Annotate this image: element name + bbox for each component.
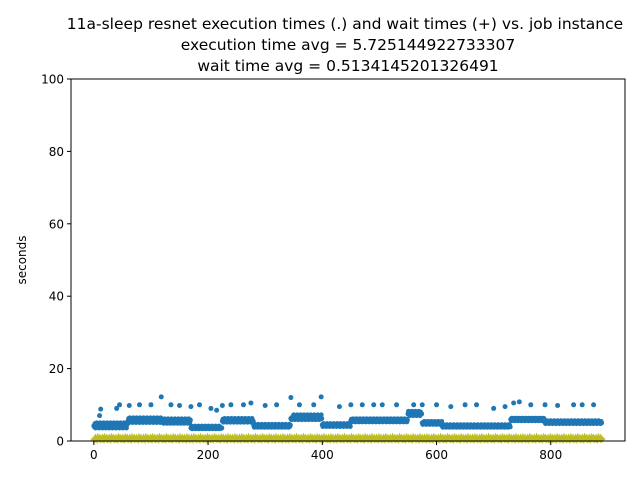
execution-time-point [511,400,517,406]
execution-time-point [311,402,317,408]
execution-time-point [219,425,225,431]
execution-time-point [448,404,454,410]
axis-ticks: 0 200 400 600 800 0 20 40 60 80 100 [41,73,562,463]
execution-time-point [126,403,132,409]
y-tick-label: 80 [49,145,64,159]
execution-time-point [219,403,225,409]
execution-time-point [462,402,468,408]
execution-time-point [148,402,154,408]
execution-time-point [348,402,354,408]
execution-time-point [228,402,234,408]
execution-time-point [188,404,194,410]
x-tick-label: 200 [197,448,220,462]
y-axis-label: seconds [15,235,29,284]
execution-time-point [394,402,400,408]
execution-time-point [599,420,605,426]
execution-time-point [379,402,385,408]
execution-time-point [542,402,548,408]
wait-time-marker [597,436,605,444]
execution-time-point [491,405,497,411]
execution-time-point [434,402,440,408]
plot-frame [70,78,626,442]
execution-time-point [336,404,342,410]
execution-time-point [516,399,522,405]
y-tick-label: 20 [49,362,64,376]
y-tick-label: 40 [49,290,64,304]
execution-time-point [411,402,417,408]
execution-time-point [158,394,164,400]
execution-time-point [419,402,425,408]
execution-time-point [579,402,585,408]
execution-time-point [296,402,302,408]
execution-time-point [555,403,561,409]
x-tick-label: 0 [90,448,98,462]
execution-time-point [404,417,410,423]
execution-time-point [371,402,377,408]
execution-time-point [168,402,174,408]
x-tick-label: 600 [425,448,448,462]
execution-time-point [502,404,508,410]
execution-time-point [274,402,280,408]
execution-time-point [419,411,425,417]
execution-time-point [528,402,534,408]
chart-title-line-1: 11a-sleep resnet execution times (.) and… [67,15,623,33]
execution-time-point [287,422,293,428]
y-tick-label: 60 [49,217,64,231]
execution-time-point [137,402,143,408]
execution-time-point [474,402,480,408]
execution-time-point [359,402,365,408]
execution-time-point [318,394,324,400]
execution-time-point [97,413,103,419]
execution-time-point [571,402,577,408]
data-points [90,394,606,444]
y-tick-label: 100 [41,73,64,87]
y-tick-label: 0 [56,435,64,449]
execution-time-point [248,400,254,406]
execution-time-point [114,405,120,411]
execution-time-point [187,417,193,423]
x-tick-label: 400 [311,448,334,462]
execution-time-point [197,402,203,408]
execution-time-point [347,424,353,430]
chart-title-line-3: wait time avg = 0.5134145201326491 [197,57,498,75]
execution-time-point [591,402,597,408]
execution-time-point [98,406,104,412]
chart-title-line-2: execution time avg = 5.725144922733307 [181,36,515,54]
execution-time-point [117,402,123,408]
execution-time-point [288,395,294,401]
execution-time-point [507,424,513,430]
execution-time-point [240,402,246,408]
execution-time-point [177,403,183,409]
execution-time-point [262,403,268,409]
execution-time-point [214,407,220,413]
execution-time-point [319,416,325,422]
execution-time-point [208,405,214,411]
x-tick-label: 800 [539,448,562,462]
